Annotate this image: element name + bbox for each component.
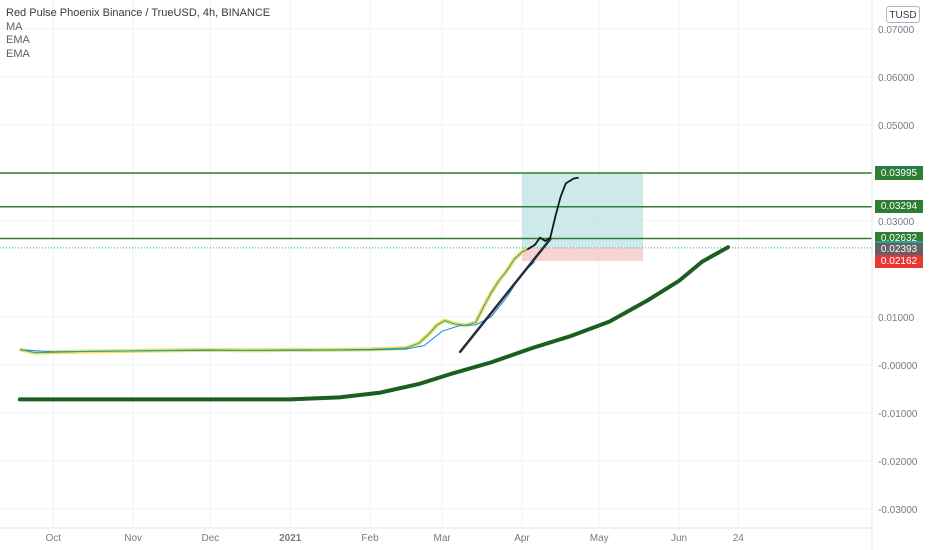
x-tick-label: Mar [434, 533, 452, 544]
x-tick-label: 24 [733, 533, 745, 544]
projection-drawing [526, 176, 579, 251]
y-tick-label: 0.05000 [878, 121, 915, 132]
price-tag: 0.03294 [875, 200, 923, 214]
stop-zone [521, 247, 643, 262]
currency-button[interactable]: TUSD [886, 6, 920, 23]
price-axis[interactable]: 0.07000 0.06000 0.05000 0.03000 0.01000 -0.00… [871, 0, 918, 550]
x-tick-label: 2021 [279, 533, 302, 544]
x-tick-label: Nov [124, 533, 142, 544]
drawings-group [458, 176, 579, 354]
target-zone [521, 172, 643, 248]
x-tick-label: Jun [671, 533, 687, 544]
price-series-group [17, 245, 730, 402]
price-band [19, 247, 528, 355]
x-tick-label: Feb [361, 533, 379, 544]
x-tick-label: Apr [514, 533, 530, 544]
indicator-ema-label-2[interactable]: EMA [6, 47, 30, 60]
chart-title: Red Pulse Phoenix Binance / TrueUSD, 4h,… [6, 7, 271, 19]
y-tick-label: 0.06000 [878, 73, 915, 84]
indicator-ema-label[interactable]: EMA [6, 34, 30, 46]
y-tick-label: 0.07000 [878, 25, 915, 36]
y-tick-label: -0.00000 [878, 361, 918, 372]
x-tick-label: May [590, 533, 609, 544]
trendline [458, 237, 552, 354]
long-ema-line [17, 245, 730, 402]
chart-legend: Red Pulse Phoenix Binance / TrueUSD, 4h,… [6, 7, 270, 61]
y-tick-label: 0.03000 [878, 217, 915, 228]
price-line [19, 249, 528, 354]
x-tick-label: Dec [202, 533, 220, 544]
position-zones [521, 172, 643, 262]
horizontal-levels [0, 172, 872, 249]
y-tick-label: -0.01000 [878, 409, 918, 420]
y-tick-label: 0.01000 [878, 313, 915, 324]
indicator-ma-label[interactable]: MA [6, 20, 23, 33]
x-tick-label: Oct [46, 533, 62, 544]
price-tag: 0.02393 [875, 243, 923, 257]
y-tick-label: -0.03000 [878, 505, 918, 516]
price-tag: 0.02162 [875, 254, 923, 268]
ma-line [19, 261, 536, 353]
chart-grid [0, 0, 872, 528]
price-tag: 0.03995 [875, 166, 923, 180]
time-axis[interactable]: Oct Nov Dec 2021 Feb Mar Apr May Jun 24 [0, 527, 872, 544]
y-tick-label: -0.02000 [878, 457, 918, 468]
